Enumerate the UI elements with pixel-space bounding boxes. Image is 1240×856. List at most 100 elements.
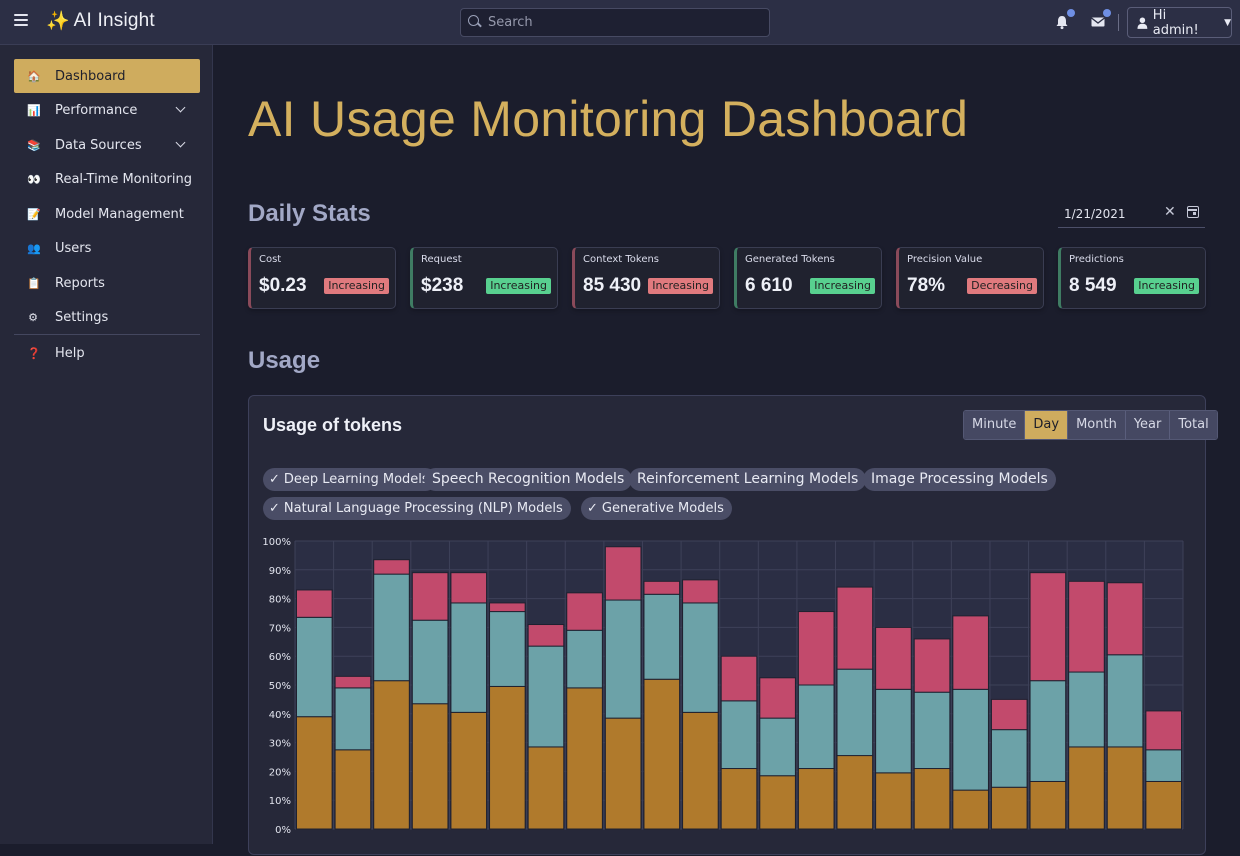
date-picker[interactable]: 1/21/2021 ✕ [1058,200,1205,228]
bar-segment [952,615,989,690]
trend-badge: Increasing [486,278,551,294]
bar-segment [875,626,912,690]
bar-segment [604,717,642,830]
bar-segment [373,573,410,682]
bar-segment [875,772,912,830]
clear-icon[interactable]: ✕ [1164,204,1176,220]
bar-segment [527,746,565,830]
sidebar-item-settings[interactable]: ⚙ Settings [14,300,200,334]
divider [1118,14,1119,31]
bar-segment [527,645,565,748]
filter-chip-nlp[interactable]: ✓ Natural Language Processing (NLP) Model… [263,497,571,520]
bar-segment [1029,680,1067,782]
bar-segment [296,616,333,718]
stat-card-precision-value: Precision Value 78% Decreasing [896,247,1044,309]
sidebar-item-label: Performance [55,102,138,118]
filter-chip-image-processing[interactable]: Image Processing Models [863,468,1056,491]
eyes-icon: 👀 [27,172,41,186]
user-menu-button[interactable]: Hi admin! ▼ [1127,7,1232,38]
filter-chip-deep-learning[interactable]: ✓ Deep Learning Models [263,468,437,491]
daily-stats-heading: Daily Stats [248,200,371,227]
sidebar-item-help[interactable]: ❓ Help [14,336,200,370]
stat-card-request: Request $238 Increasing [410,247,558,309]
check-icon: ✓ [269,472,280,487]
sidebar-item-performance[interactable]: 📊 Performance [14,93,200,127]
bell-icon[interactable] [1054,9,1075,30]
stat-label: Cost [259,254,282,265]
bar-segment [527,624,565,647]
sidebar-divider [14,334,200,335]
bar-segment [334,749,372,830]
calendar-icon[interactable] [1187,206,1199,218]
sidebar-item-model-management[interactable]: 📝 Model Management [14,197,200,231]
bar-segment [566,687,603,830]
top-bar: ✨ AI Insight Hi admin! ▼ [0,0,1240,45]
question-icon: ❓ [27,346,41,360]
stat-value: 8 549 [1069,275,1117,296]
sidebar-item-dashboard[interactable]: 🏠 Dashboard [14,59,200,93]
bar-segment [913,768,951,830]
bar-segment [489,685,526,830]
chip-label: Deep Learning Models [283,472,429,487]
sidebar-item-reports[interactable]: 📋 Reports [14,266,200,300]
range-selector: Minute Day Month Year Total [963,410,1218,440]
filter-chip-reinforcement-learning[interactable]: Reinforcement Learning Models [629,468,867,491]
filter-chip-generative[interactable]: ✓ Generative Models [581,497,732,520]
bar-segment [334,687,372,751]
bar-segment [952,789,989,830]
sidebar-item-data-sources[interactable]: 📚 Data Sources [14,128,200,162]
brand[interactable]: ✨ AI Insight [46,10,155,32]
sidebar-item-users[interactable]: 👥 Users [14,231,200,265]
mail-icon[interactable] [1090,9,1111,30]
card-title: Usage of tokens [263,415,403,435]
bar-segment [489,611,526,687]
bar-segment [450,602,488,713]
sidebar-item-label: Real-Time Monitoring [55,171,192,187]
hamburger-menu-icon[interactable] [14,14,28,26]
bar-segment [1068,580,1105,673]
bar-segment [643,580,681,595]
sidebar-item-label: Users [55,240,92,256]
bar-segment [990,698,1028,731]
bar-segment [797,611,835,686]
bar-segment [875,688,912,774]
users-icon: 👥 [27,241,41,255]
bar-segment [566,592,603,631]
range-day-button[interactable]: Day [1025,411,1069,439]
range-year-button[interactable]: Year [1125,411,1171,439]
bar-segment [990,729,1028,788]
filter-chip-speech-recognition[interactable]: Speech Recognition Models [424,468,633,491]
bar-segment [913,638,951,693]
chevron-down-icon [175,102,186,113]
chip-label: Reinforcement Learning Models [637,471,859,487]
range-total-button[interactable]: Total [1170,411,1217,439]
range-month-button[interactable]: Month [1068,411,1126,439]
trend-badge: Decreasing [967,278,1037,294]
bar-segment [682,602,719,713]
chip-label: Image Processing Models [871,471,1048,487]
stat-card-generated-tokens: Generated Tokens 6 610 Increasing [734,247,882,309]
chevron-down-icon [175,137,186,148]
range-minute-button[interactable]: Minute [964,411,1026,439]
sidebar-item-label: Reports [55,275,105,291]
bar-segment [836,755,874,830]
sidebar-item-label: Settings [55,309,109,325]
bar-segment [296,716,333,830]
books-icon: 📚 [27,138,41,152]
check-icon: ✓ [587,501,598,516]
sidebar-item-real-time-monitoring[interactable]: 👀 Real-Time Monitoring [14,162,200,196]
search-input[interactable] [488,9,758,36]
bar-segment [450,711,488,830]
bar-segment [411,703,449,830]
user-icon [1137,17,1148,29]
bar-segment [604,599,642,719]
memo-icon: 📝 [27,207,41,221]
search-box[interactable] [460,8,770,37]
bar-segment [411,572,449,621]
bar-segment [604,546,642,601]
bar-segment [489,602,526,613]
bar-segment [296,589,333,618]
bar-segment [1145,749,1182,782]
home-icon: 🏠 [27,69,41,83]
bar-segment [373,559,410,575]
